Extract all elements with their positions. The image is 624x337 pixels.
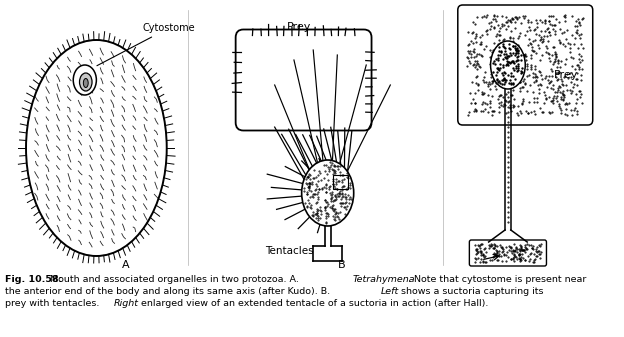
Text: Tetrahymena: Tetrahymena [353, 275, 416, 284]
Ellipse shape [26, 40, 167, 256]
Text: shows a suctoria capturing its: shows a suctoria capturing its [401, 287, 544, 296]
Bar [333, 175, 348, 189]
Ellipse shape [79, 73, 92, 91]
Ellipse shape [301, 160, 354, 226]
Text: B: B [338, 260, 346, 270]
Text: enlarged view of an extended tentacle of a suctoria in action (after Hall).: enlarged view of an extended tentacle of… [141, 299, 488, 308]
Ellipse shape [490, 41, 525, 89]
Text: A: A [122, 260, 129, 270]
Text: Prey: Prey [286, 22, 311, 31]
Ellipse shape [73, 65, 96, 95]
Text: Mouth and associated organelles in two protozoa. A.: Mouth and associated organelles in two p… [50, 275, 302, 284]
Ellipse shape [84, 79, 88, 88]
Text: Cytostome: Cytostome [97, 23, 195, 66]
Text: Fig. 10.58:: Fig. 10.58: [5, 275, 62, 284]
FancyBboxPatch shape [236, 30, 371, 130]
FancyBboxPatch shape [469, 240, 547, 266]
Text: the anterior end of the body and along its same axis (after Kudo). B.: the anterior end of the body and along i… [5, 287, 333, 296]
Text: Right: Right [114, 299, 139, 308]
FancyBboxPatch shape [458, 5, 593, 125]
Text: prey with tentacles.: prey with tentacles. [5, 299, 102, 308]
Text: Tentacles: Tentacles [265, 246, 314, 256]
Text: . Note that cytostome is present near: . Note that cytostome is present near [407, 275, 586, 284]
Text: Prey: Prey [554, 70, 578, 80]
Text: Left: Left [381, 287, 399, 296]
